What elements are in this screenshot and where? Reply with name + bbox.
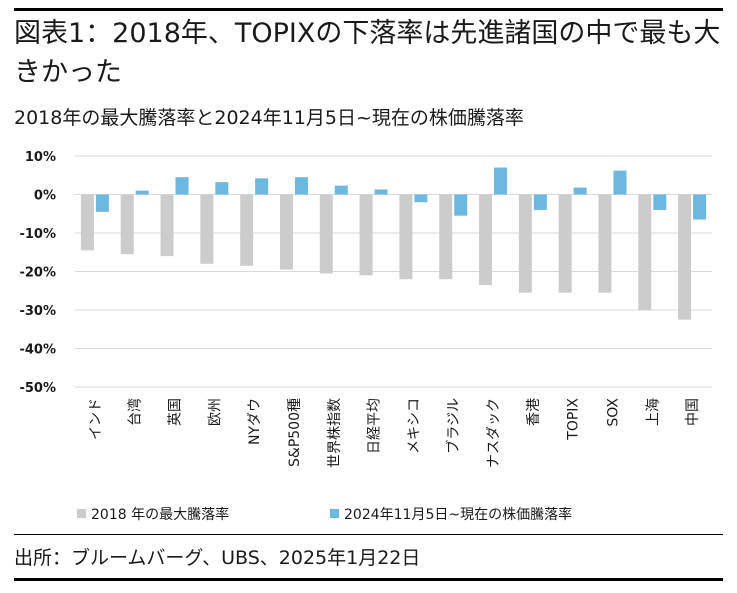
legend: 2018 年の最大騰落率 2024年11月5日~現在の株価騰落率: [77, 506, 572, 523]
x-category-label: メキシコ: [406, 398, 422, 454]
legend-swatch-series-1: [77, 509, 86, 518]
bar-series-1: [200, 194, 214, 264]
bar-series-2: [95, 194, 109, 212]
bar-series-2: [334, 185, 348, 195]
source-note: 出所：ブルームバーグ、UBS、2025年1月22日: [14, 547, 421, 569]
bottom-rule: [14, 578, 723, 581]
bar-series-1: [638, 194, 652, 310]
bar-series-2: [175, 177, 189, 195]
chart-subtitle: 2018年の最大騰落率と2024年11月5日~現在の株価騰落率: [14, 107, 524, 129]
y-tick-label: -40%: [19, 343, 56, 358]
bar-series-1: [359, 194, 373, 276]
bar-series-2: [533, 194, 547, 210]
bar-series-2: [573, 187, 587, 195]
bar-series-2: [255, 178, 269, 195]
x-category-label: 上海: [645, 398, 661, 426]
y-tick-label: -10%: [19, 227, 56, 242]
x-category-label: 世界株指数: [327, 398, 343, 468]
bar-series-1: [399, 194, 413, 280]
x-category-label: ナスダック: [486, 398, 502, 468]
bar-series-1: [558, 194, 572, 293]
bar-series-2: [494, 167, 508, 195]
bar-series-2: [215, 182, 229, 195]
y-tick-label: -20%: [19, 266, 56, 281]
bar-series-1: [120, 194, 134, 255]
bar-series-2: [294, 177, 308, 195]
bar-series-1: [678, 194, 692, 320]
bar-series-2: [135, 190, 149, 195]
x-category-label: 日経平均: [367, 398, 383, 454]
top-rule: [14, 8, 723, 11]
bar-series-1: [160, 194, 174, 257]
y-tick-label: -30%: [19, 304, 56, 319]
bar-series-2: [454, 194, 468, 216]
bar-series-1: [479, 194, 493, 285]
x-category-label: 香港: [526, 398, 542, 426]
bar-series-2: [414, 194, 428, 203]
bar-series-1: [240, 194, 254, 266]
x-category-label: ブラジル: [445, 398, 462, 454]
x-category-label: 台湾: [127, 398, 144, 426]
bar-series-2: [613, 170, 627, 195]
y-tick-label: 10%: [25, 150, 56, 165]
legend-swatch-series-2: [330, 509, 339, 518]
bar-series-1: [518, 194, 532, 293]
bar-series-1: [279, 194, 293, 270]
x-category-label: インド: [88, 398, 104, 440]
bar-series-1: [80, 194, 94, 251]
bar-series-2: [653, 194, 667, 210]
y-tick-label: 0%: [34, 189, 56, 204]
bar-series-1: [439, 194, 453, 280]
bar-series-2: [374, 189, 388, 195]
bar-series-1: [319, 194, 333, 274]
y-axis-ticks: 10% 0% -10% -20% -30% -40% -50%: [19, 150, 56, 396]
legend-label-series-2: 2024年11月5日~現在の株価騰落率: [344, 506, 572, 523]
bar-chart: 10% 0% -10% -20% -30% -40% -50% インド 台湾 英国 欧州 NYダウ S…: [19, 150, 712, 523]
bars: [80, 167, 707, 320]
x-category-label: 中国: [685, 398, 701, 426]
x-category-label: 英国: [167, 398, 184, 426]
x-category-label: SOX: [605, 398, 621, 427]
x-axis-labels: インド 台湾 英国 欧州 NYダウ S&P500種 世界株指数 日経平均 メキシコ ブラジル ナスダ…: [88, 398, 701, 468]
bar-series-2: [693, 194, 707, 220]
x-category-label: 欧州: [207, 398, 223, 426]
x-category-label: NYダウ: [247, 398, 263, 445]
bar-series-1: [598, 194, 612, 293]
x-category-label: TOPIX: [566, 398, 582, 441]
y-tick-label: -50%: [19, 381, 56, 396]
middle-rule: [14, 534, 723, 535]
x-category-label: S&P500種: [287, 398, 303, 467]
legend-label-series-1: 2018 年の最大騰落率: [91, 506, 229, 523]
chart-title: 図表1：2018年、TOPIXの下落率は先進諸国の中で最も大きかった: [14, 18, 721, 88]
